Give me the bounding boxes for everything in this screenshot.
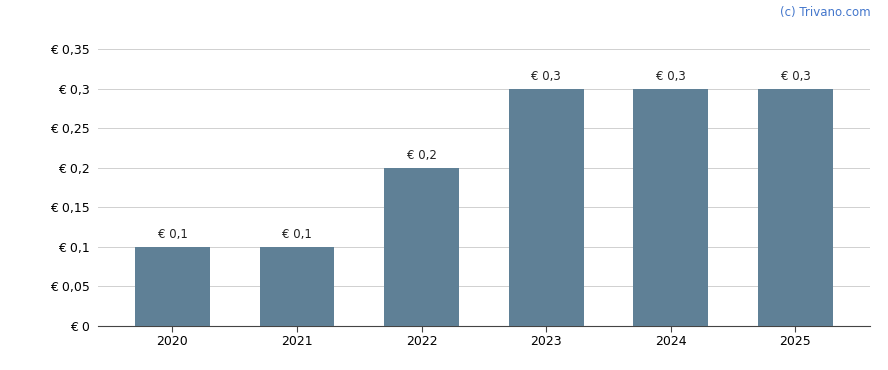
Text: € 0,2: € 0,2	[407, 149, 437, 162]
Text: € 0,3: € 0,3	[531, 70, 561, 83]
Text: € 0,1: € 0,1	[282, 228, 312, 241]
Bar	[509, 89, 583, 326]
Text: € 0,3: € 0,3	[656, 70, 686, 83]
Text: € 0,3: € 0,3	[781, 70, 811, 83]
Bar	[385, 168, 459, 326]
Bar	[633, 89, 709, 326]
Bar	[758, 89, 833, 326]
Text: € 0,1: € 0,1	[157, 228, 187, 241]
Bar	[259, 247, 335, 326]
Text: (c) Trivano.com: (c) Trivano.com	[780, 6, 870, 19]
Bar	[135, 247, 210, 326]
